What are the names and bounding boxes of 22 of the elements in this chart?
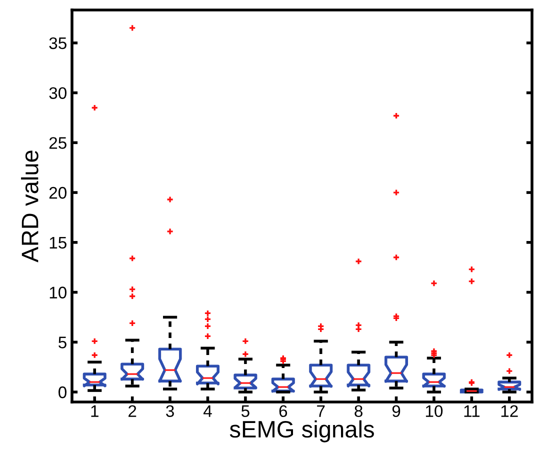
- x-tick-label: 3: [166, 405, 174, 418]
- x-tick-label: 12: [501, 405, 518, 417]
- y-tick-label: 30: [49, 87, 66, 99]
- x-tick-label: 10: [426, 405, 443, 418]
- y-tick-label: 0: [58, 386, 66, 398]
- y-axis-title: ARD value: [21, 150, 38, 262]
- y-tick-label: 25: [49, 137, 66, 149]
- x-tick-label: 11: [464, 405, 480, 417]
- x-tick-label: 6: [279, 405, 288, 418]
- x-tick-label: 2: [128, 405, 136, 417]
- x-tick-label: 4: [203, 405, 212, 417]
- x-tick-label: 7: [317, 405, 325, 417]
- x-tick-label: 1: [91, 405, 98, 417]
- x-tick-label: 8: [354, 405, 362, 418]
- y-tick-label: 15: [50, 236, 66, 249]
- x-tick-label: 9: [392, 405, 400, 418]
- y-tick-label: 20: [49, 186, 66, 199]
- y-tick-label: 35: [49, 37, 66, 50]
- y-tick-label: 10: [50, 286, 66, 298]
- y-tick-label: 5: [58, 336, 66, 348]
- x-axis-title: sEMG signals: [230, 420, 374, 442]
- x-tick-label: 5: [241, 405, 250, 418]
